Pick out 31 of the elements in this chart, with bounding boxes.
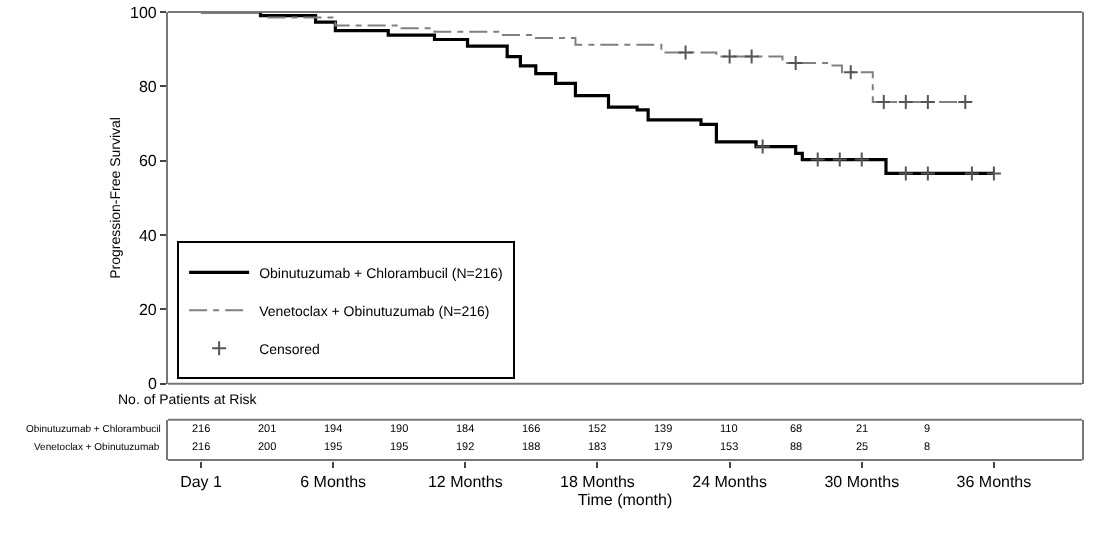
point (842, 64, 859, 81)
point (963, 165, 980, 182)
point (754, 138, 771, 155)
x-tick-label: 6 Months (300, 473, 367, 492)
point (897, 165, 914, 182)
x-tick-label: 30 Months (824, 473, 900, 492)
point (985, 165, 1002, 182)
y-tick-label: 20 (138, 301, 158, 320)
x-axis-title: Time (month) (577, 491, 673, 510)
point (721, 48, 738, 65)
x-tick-label: 36 Months (956, 473, 1032, 492)
point (957, 93, 974, 110)
point (831, 151, 848, 168)
point (809, 151, 826, 168)
point (875, 93, 892, 110)
point (897, 93, 914, 110)
x-tick-label: Day 1 (180, 473, 224, 492)
x-tick-label: 12 Months (427, 473, 503, 492)
y-tick-label: 0 (147, 375, 158, 394)
y-tick-label: 100 (130, 3, 158, 22)
point (919, 93, 936, 110)
y-tick-label: 40 (138, 226, 158, 245)
point (919, 165, 936, 182)
y-tick-label: 60 (138, 152, 158, 171)
x-tick-label: 24 Months (692, 473, 767, 492)
point (677, 44, 694, 61)
x-tick-label: 18 Months (560, 473, 635, 492)
point (787, 54, 804, 71)
point (743, 48, 760, 65)
point (853, 151, 870, 168)
y-tick-label: 80 (138, 77, 158, 96)
